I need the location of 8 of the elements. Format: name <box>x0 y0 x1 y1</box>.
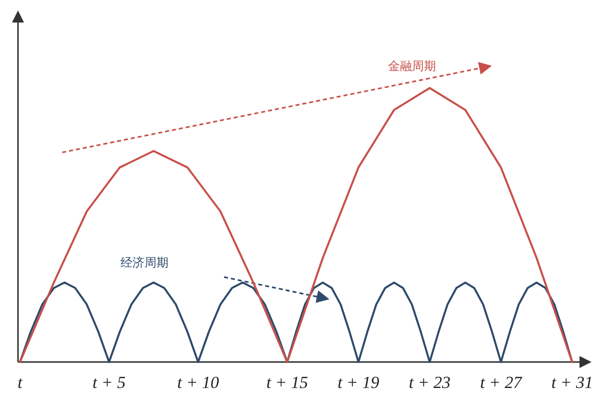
x-tick-label: t + 10 <box>177 373 220 392</box>
x-tick-label: t + 15 <box>266 373 308 392</box>
x-tick-label: t + 19 <box>338 373 380 392</box>
x-tick-label: t + 27 <box>480 373 524 392</box>
x-tick-label: t + 5 <box>92 373 126 392</box>
x-tick-label: t <box>18 373 24 392</box>
x-tick-label: t + 23 <box>408 373 451 392</box>
x-tick-label: t + 31 <box>551 373 594 392</box>
